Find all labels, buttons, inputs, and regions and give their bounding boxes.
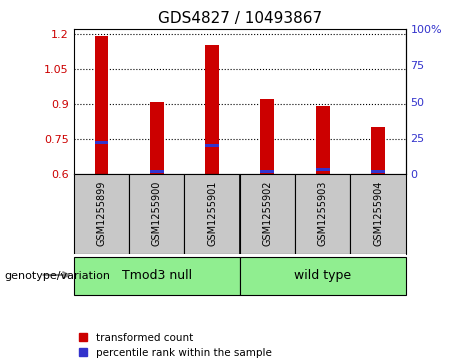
Bar xyxy=(240,174,295,254)
Bar xyxy=(350,174,406,254)
Bar xyxy=(150,170,164,173)
Bar xyxy=(260,99,274,174)
Bar xyxy=(371,170,385,173)
Bar xyxy=(184,174,240,254)
Text: GSM1255901: GSM1255901 xyxy=(207,181,217,246)
Bar xyxy=(129,174,184,254)
Legend: transformed count, percentile rank within the sample: transformed count, percentile rank withi… xyxy=(79,333,272,358)
Bar xyxy=(316,168,330,171)
Bar xyxy=(74,174,129,254)
Bar xyxy=(205,45,219,174)
Bar xyxy=(74,257,240,295)
Text: Tmod3 null: Tmod3 null xyxy=(122,269,192,282)
Text: GSM1255902: GSM1255902 xyxy=(262,181,272,246)
Bar xyxy=(316,106,330,174)
Title: GDS4827 / 10493867: GDS4827 / 10493867 xyxy=(158,12,322,26)
Text: GSM1255904: GSM1255904 xyxy=(373,181,383,246)
Bar xyxy=(240,257,406,295)
Text: genotype/variation: genotype/variation xyxy=(5,271,111,281)
Text: GSM1255900: GSM1255900 xyxy=(152,181,162,246)
Bar xyxy=(95,36,108,174)
Text: GSM1255903: GSM1255903 xyxy=(318,181,328,246)
Bar xyxy=(371,127,385,174)
Text: GSM1255899: GSM1255899 xyxy=(96,181,106,246)
Bar xyxy=(205,144,219,147)
Bar xyxy=(95,141,108,144)
Bar xyxy=(150,102,164,174)
Text: wild type: wild type xyxy=(294,269,351,282)
Bar xyxy=(260,170,274,173)
Bar xyxy=(295,174,350,254)
